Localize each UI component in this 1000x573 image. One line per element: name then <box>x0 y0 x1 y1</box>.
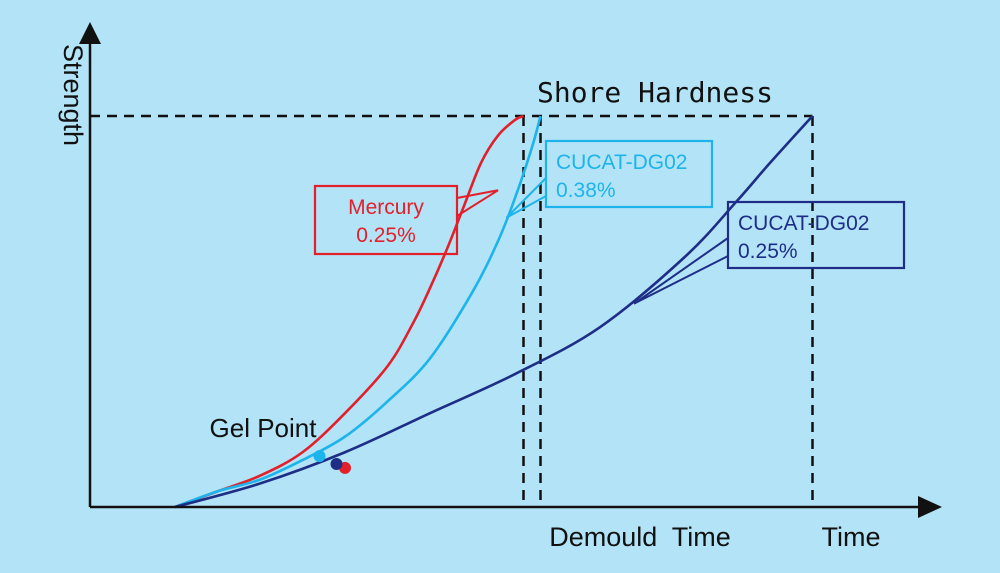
reference-lines <box>90 114 814 507</box>
y-axis-label: Strength <box>58 44 88 146</box>
callout-text-line-2: 0.38% <box>556 179 616 202</box>
callout-cucat-dg02-0-38: CUCAT-DG02 0.38% <box>505 139 714 219</box>
callout-box <box>313 184 459 256</box>
demould-time-label: Demould Time <box>549 522 731 552</box>
series-callouts: Mercury 0.25% CUCAT-DG02 0.38% CUCAT-DG02 0.2… <box>313 139 906 305</box>
callout-pointer <box>456 189 499 217</box>
callout-pointer <box>633 237 729 305</box>
callout-pointer <box>505 177 547 219</box>
y-axis-arrow-icon <box>79 22 101 44</box>
gel-point-markers <box>313 450 351 474</box>
x-axis-arrow-icon <box>918 496 942 518</box>
gel-point-marker-cucat-dg02-0-25 <box>330 457 343 470</box>
callout-text-line-2: 0.25% <box>356 224 416 247</box>
callout-mercury-0-25: Mercury 0.25% <box>313 184 499 256</box>
callout-text-line-1: CUCAT-DG02 <box>556 151 687 174</box>
callout-box <box>726 200 906 270</box>
series-line-cucat-dg02-0-25 <box>174 115 814 509</box>
gel-point-marker-cucat-dg02-0-38 <box>313 450 326 463</box>
series-line-cucat-dg02-0-38 <box>174 115 542 509</box>
series-line-mercury-0-25 <box>174 114 525 509</box>
shore-hardness-label: Shore Hardness <box>537 76 773 109</box>
x-axis-label: Time <box>822 522 881 552</box>
callout-text-line-1: Mercury <box>348 196 424 219</box>
callout-cucat-dg02-0-25: CUCAT-DG02 0.25% <box>633 200 906 305</box>
gel-point-label: Gel Point <box>210 413 318 443</box>
axes <box>79 22 942 518</box>
callout-text-line-2: 0.25% <box>738 240 798 263</box>
callout-text-line-1: CUCAT-DG02 <box>738 212 869 235</box>
series-curves <box>174 114 814 509</box>
callout-box <box>544 139 714 209</box>
